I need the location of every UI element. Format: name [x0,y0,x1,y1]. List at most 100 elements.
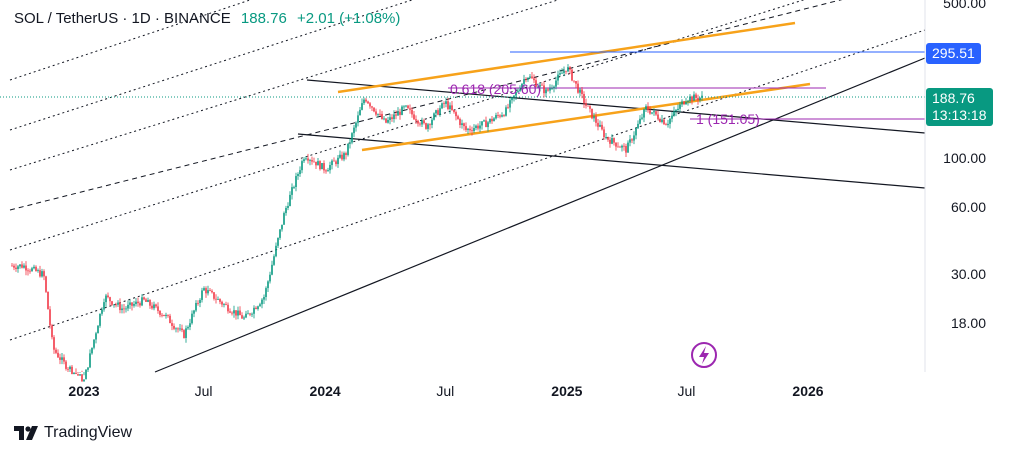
candle-body [453,110,455,113]
candle-body [619,146,621,148]
candle-body [247,313,249,315]
candle-body [59,357,61,360]
candle-body [629,139,631,143]
candle-body [659,119,661,122]
candle-body [557,74,559,81]
candle-body [571,69,573,81]
time-tick-label: 2024 [309,383,341,399]
candle-body [615,142,617,147]
candle-body [43,271,45,277]
candle-body [323,163,325,171]
candle-body [81,374,83,382]
candle-body [149,300,151,306]
candle-body [213,292,215,299]
candle-body [265,288,267,297]
candle-body [611,138,613,144]
candle-body [329,165,331,171]
candle-body [123,308,125,310]
candle-body [291,187,293,195]
candle-body [433,113,435,120]
candle-body [647,106,649,111]
candle-body [661,119,663,122]
candle-body [37,270,39,272]
candle-body [285,207,287,214]
candle-body [701,95,703,98]
candle-body [101,309,103,314]
candle-body [395,114,397,116]
candle-body [667,123,669,126]
candle-body [143,297,145,300]
candle-body [199,299,201,304]
fib-label-0618: 0.618 (205.60) [450,81,541,97]
candle-body [493,118,495,122]
candle-body [75,372,77,375]
trendlines [0,0,926,373]
candle-body [277,237,279,246]
candle-body [325,170,327,172]
candle-body [217,299,219,300]
candle-body [121,308,123,311]
candle-body [163,314,165,316]
candle-body [441,103,443,109]
candle-body [315,161,317,166]
candle-body [73,372,75,375]
candle-body [481,121,483,126]
symbol-label: SOL / TetherUS · 1D · BINANCE [14,10,231,27]
candle-body [185,328,187,338]
candle-body [409,108,411,110]
candle-body [157,306,159,311]
candle-body [307,158,309,161]
candle-body [671,115,673,119]
tradingview-logo[interactable]: TradingView [14,424,132,442]
candle-body [221,301,223,305]
candle-body [15,267,17,269]
level-badge-295: 295.51 [926,43,981,64]
candle-body [439,108,441,115]
brand-name: TradingView [44,424,133,441]
candle-body [563,70,565,73]
candle-body [317,161,319,166]
candle-body [613,138,615,143]
candle-body [283,213,285,225]
candle-body [609,139,611,144]
candle-body [683,101,685,105]
candle-body [173,325,175,329]
candle-body [11,265,13,267]
lightning-icon[interactable] [691,342,717,368]
candle-body [13,265,15,268]
candle-body [483,120,485,122]
candle-body [663,119,665,125]
current-price-badge: 188.76 13:13:18 [926,88,993,126]
candle-body [223,304,225,305]
candle-body [575,81,577,84]
candle-body [605,137,607,138]
candle-body [231,312,233,314]
candle-body [19,264,21,267]
price-tick-label: 100.00 [943,149,986,166]
candle-body [271,264,273,275]
candle-body [443,103,445,105]
candle-body [419,123,421,125]
fib-label-1: 1 (151.05) [696,111,760,127]
candle-body [25,265,27,271]
candle-body [327,170,329,172]
candle-body [413,114,415,120]
candle-body [697,97,699,101]
candle-body [115,304,117,306]
candle-body [393,114,395,120]
candle-body [159,310,161,315]
candle-body [281,224,283,230]
candle-body [587,105,589,107]
candle-body [47,291,49,310]
candle-body [269,274,271,282]
candle-body [539,84,541,87]
candle-body [313,161,315,163]
candle-body [127,304,129,309]
candle-body [201,290,203,300]
candle-body [85,369,87,380]
candle-body [245,313,247,318]
candle-body [411,109,413,115]
candle-body [351,133,353,143]
candle-body [57,352,59,358]
